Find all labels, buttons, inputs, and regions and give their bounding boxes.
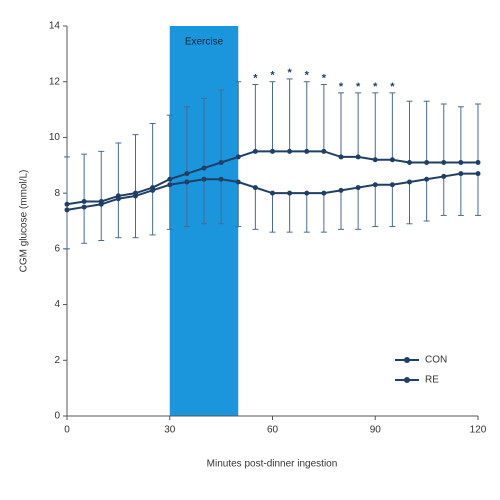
data-point xyxy=(218,160,224,165)
data-point xyxy=(184,171,190,177)
legend-marker xyxy=(404,357,410,363)
data-point xyxy=(81,204,87,210)
data-point xyxy=(458,171,464,177)
data-point xyxy=(184,179,190,185)
data-point xyxy=(252,148,258,154)
y-tick-label: 2 xyxy=(54,355,60,366)
y-tick-label: 6 xyxy=(54,243,60,254)
data-point xyxy=(441,173,447,179)
y-tick-label: 10 xyxy=(49,132,61,143)
data-point xyxy=(287,190,293,196)
x-tick-label: 90 xyxy=(370,425,382,436)
y-tick-label: 12 xyxy=(49,76,61,87)
data-point xyxy=(235,154,241,160)
x-tick-label: 60 xyxy=(267,425,279,436)
data-point xyxy=(372,182,378,188)
significance-marker: * xyxy=(305,70,310,82)
data-point xyxy=(355,154,361,160)
data-point xyxy=(407,179,412,185)
significance-marker: * xyxy=(287,67,292,79)
y-tick-label: 8 xyxy=(54,188,60,199)
data-point xyxy=(81,199,87,204)
data-point xyxy=(98,201,104,207)
data-point xyxy=(218,176,224,182)
significance-marker: * xyxy=(322,72,327,84)
data-point xyxy=(389,157,395,163)
data-point xyxy=(338,187,344,193)
data-point xyxy=(201,165,207,171)
data-point xyxy=(270,190,275,196)
data-point xyxy=(441,160,447,165)
data-point xyxy=(338,154,344,160)
legend-label: CON xyxy=(425,355,447,366)
data-point xyxy=(424,160,430,165)
x-tick-label: 0 xyxy=(64,425,70,436)
data-point xyxy=(201,176,207,182)
legend-label: RE xyxy=(425,375,439,386)
significance-marker: * xyxy=(373,81,378,93)
data-point xyxy=(475,171,481,177)
data-point xyxy=(287,148,293,154)
region-label: Exercise xyxy=(185,37,224,48)
data-point xyxy=(407,160,412,165)
legend-marker xyxy=(404,377,410,383)
x-tick-label: 30 xyxy=(164,425,176,436)
data-point xyxy=(321,148,327,154)
y-tick-label: 14 xyxy=(49,21,61,32)
y-tick-label: 0 xyxy=(54,411,60,422)
data-point xyxy=(115,196,121,202)
data-point xyxy=(355,185,361,191)
y-tick-label: 4 xyxy=(54,299,60,310)
data-point xyxy=(167,182,173,188)
significance-marker: * xyxy=(390,81,395,93)
data-point xyxy=(372,157,378,163)
data-point xyxy=(64,201,70,207)
data-point xyxy=(235,179,241,185)
data-point xyxy=(167,176,173,182)
x-tick-label: 120 xyxy=(470,425,487,436)
y-axis-label: CGM glucose (mmol/L) xyxy=(19,170,30,273)
data-point xyxy=(458,160,464,165)
data-point xyxy=(424,176,430,182)
data-point xyxy=(321,190,327,196)
data-point xyxy=(133,193,138,199)
significance-marker: * xyxy=(339,81,344,93)
data-point xyxy=(64,207,70,213)
significance-marker: * xyxy=(356,81,361,93)
data-point xyxy=(389,182,395,188)
significance-marker: * xyxy=(270,70,275,82)
data-point xyxy=(304,190,310,196)
data-point xyxy=(304,148,310,154)
data-point xyxy=(252,185,258,191)
data-point xyxy=(475,160,481,165)
data-point xyxy=(270,148,275,154)
significance-marker: * xyxy=(253,72,258,84)
data-point xyxy=(150,187,156,193)
x-axis-label: Minutes post-dinner ingestion xyxy=(207,459,338,470)
